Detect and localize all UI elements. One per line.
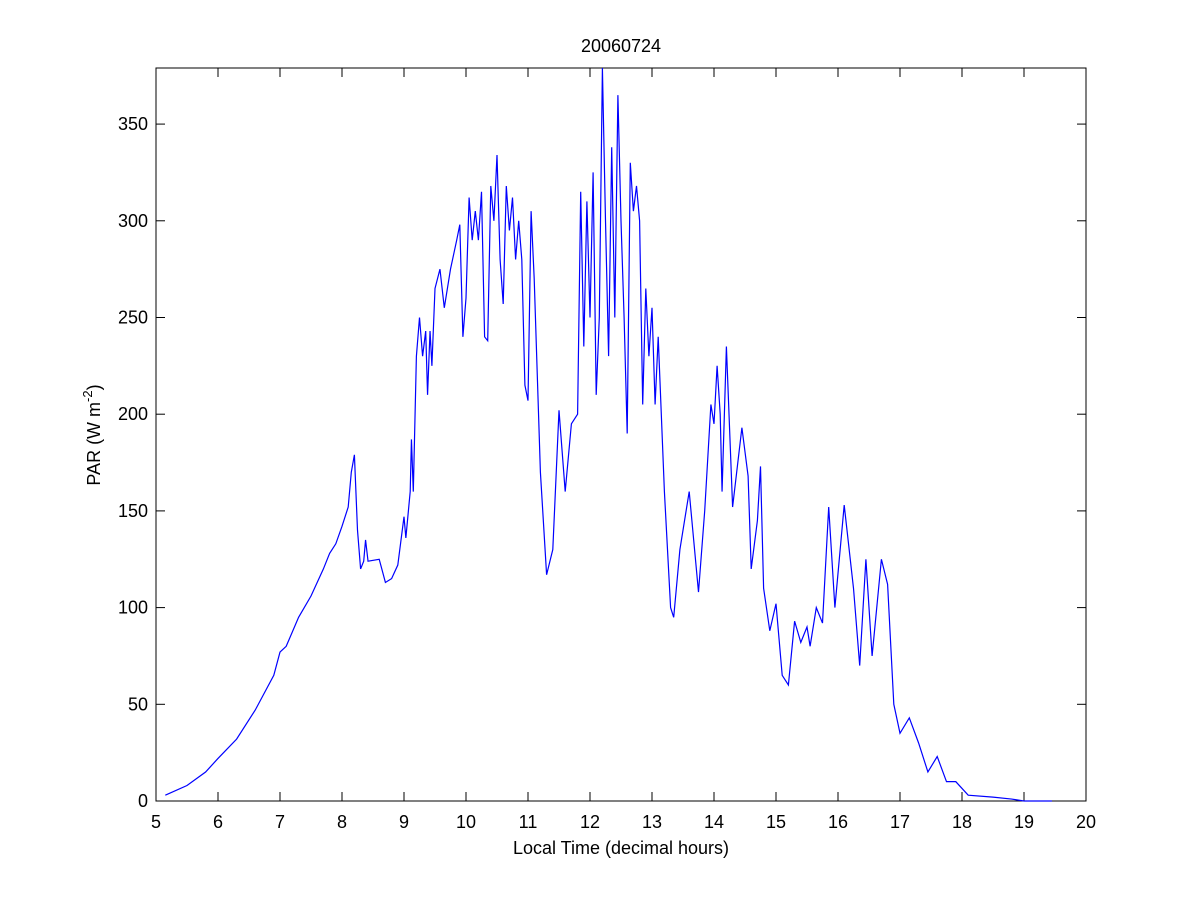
- y-label-sup: -2: [80, 390, 95, 402]
- x-tick-label: 16: [828, 812, 848, 832]
- y-label-tail: ): [84, 384, 104, 390]
- x-tick-label: 6: [213, 812, 223, 832]
- y-tick-label: 50: [128, 694, 148, 714]
- y-tick-label: 250: [118, 307, 148, 327]
- x-axis-label: Local Time (decimal hours): [513, 838, 729, 858]
- x-tick-label: 12: [580, 812, 600, 832]
- x-tick-label: 13: [642, 812, 662, 832]
- x-tick-label: 8: [337, 812, 347, 832]
- x-tick-label: 11: [519, 812, 538, 832]
- x-tick-label: 15: [766, 812, 786, 832]
- x-tick-label: 20: [1076, 812, 1096, 832]
- x-tick-label: 18: [952, 812, 972, 832]
- x-tick-label: 5: [151, 812, 161, 832]
- y-tick-label: 0: [138, 791, 148, 811]
- y-axis-label: PAR (W m-2): [80, 384, 104, 485]
- x-tick-label: 7: [275, 812, 285, 832]
- y-tick-label: 300: [118, 211, 148, 231]
- x-tick-label: 9: [399, 812, 409, 832]
- x-tick-label: 10: [456, 812, 476, 832]
- x-tick-label: 17: [890, 812, 910, 832]
- y-tick-label: 100: [118, 598, 148, 618]
- y-tick-label: 150: [118, 501, 148, 521]
- y-tick-label: 200: [118, 404, 148, 424]
- x-tick-label: 19: [1014, 812, 1034, 832]
- y-tick-label: 350: [118, 114, 148, 134]
- chart-title: 20060724: [581, 36, 661, 56]
- x-tick-label: 14: [704, 812, 724, 832]
- plot-frame: [155, 67, 1087, 802]
- y-label-text: PAR (W m: [84, 402, 104, 486]
- data-line: [165, 67, 1052, 802]
